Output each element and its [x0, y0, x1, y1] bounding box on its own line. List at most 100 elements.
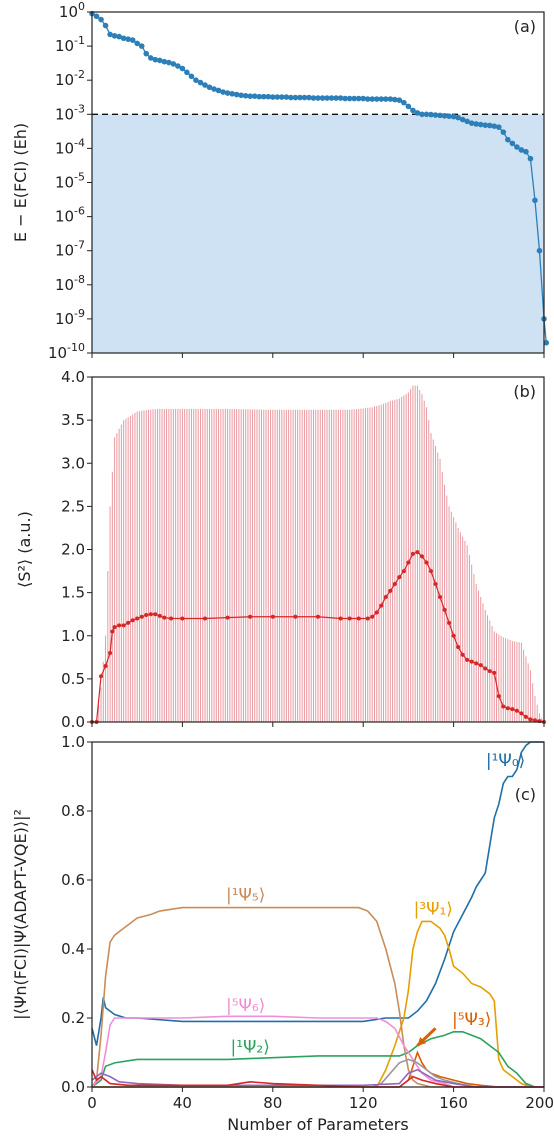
data-point: [374, 610, 379, 615]
data-point: [410, 107, 416, 114]
data-point: [496, 124, 502, 130]
overlap-series-line: [91, 741, 544, 1046]
data-point: [528, 717, 533, 722]
data-point: [148, 612, 153, 617]
overlap-series-line: [91, 1015, 544, 1088]
data-point: [464, 118, 470, 125]
data-point: [93, 13, 100, 20]
data-point: [138, 43, 145, 49]
data-point: [152, 56, 159, 63]
data-point: [129, 37, 136, 43]
data-point: [233, 91, 240, 98]
data-point: [184, 69, 190, 76]
data-point: [203, 616, 207, 621]
data-point: [414, 110, 421, 116]
y-tick-label: 4.0: [61, 368, 85, 386]
data-point: [310, 95, 317, 101]
data-point: [162, 615, 167, 620]
y-tick-label: 10-10: [48, 341, 85, 362]
data-point: [468, 120, 475, 126]
data-point: [238, 92, 244, 99]
data-point: [419, 554, 424, 559]
data-point: [270, 614, 275, 619]
data-point: [373, 96, 380, 102]
data-point: [396, 97, 403, 103]
data-point: [424, 560, 429, 565]
x-tick-label: 0: [87, 1094, 97, 1112]
overlap-series-line: [91, 1069, 544, 1088]
data-point: [288, 94, 294, 101]
data-point: [274, 94, 281, 100]
data-point: [338, 616, 343, 621]
data-point: [438, 594, 443, 599]
data-point: [405, 103, 412, 110]
panel-c-frame: [91, 741, 545, 1088]
data-point: [460, 652, 465, 657]
data-point: [206, 84, 213, 91]
y-tick-label: 0.2: [61, 1009, 85, 1027]
data-point: [126, 620, 131, 625]
data-point: [211, 86, 217, 92]
data-point: [292, 94, 299, 101]
overlap-series-line: [91, 1031, 544, 1088]
y-tick-label: 2.0: [61, 541, 85, 559]
data-point: [401, 99, 407, 106]
data-point: [433, 582, 438, 586]
data-point: [477, 121, 484, 128]
data-point: [496, 694, 501, 699]
y-tick-label: 10-2: [55, 68, 85, 89]
panel-a: 100 10-1 10-2 10-3 10-4 10-5 10-6 10-7 10-8 10-9 1…: [11, 0, 550, 362]
data-point: [283, 94, 290, 100]
data-point: [188, 73, 195, 80]
data-point: [388, 588, 393, 593]
data-point: [519, 711, 524, 716]
y-tick-label: 0.0: [61, 713, 85, 731]
y-axis-title: ⟨S²⟩ (a.u.): [15, 511, 34, 588]
data-point: [319, 95, 326, 101]
data-point: [265, 93, 272, 100]
panel-label: (a): [514, 17, 536, 36]
y-tick-label: 2.5: [61, 497, 85, 515]
data-point: [143, 50, 150, 57]
data-point: [441, 113, 448, 119]
data-point: [369, 96, 376, 102]
x-tick-label: 160: [439, 1094, 468, 1112]
data-point: [144, 613, 149, 618]
data-point: [98, 16, 104, 23]
data-point: [523, 148, 529, 155]
data-point: [370, 614, 375, 619]
data-point: [379, 603, 384, 608]
y-tick-label: 1.0: [61, 733, 85, 751]
data-point: [410, 551, 415, 556]
y-tick-label: 0.0: [61, 1078, 85, 1096]
data-point: [121, 623, 126, 628]
annotation-arrow-head: [417, 1037, 427, 1046]
data-point: [139, 614, 144, 619]
y-tick-label: 10-7: [55, 239, 85, 260]
data-point: [514, 708, 519, 713]
data-point: [518, 147, 525, 153]
data-point: [125, 36, 131, 42]
y-tick-label: 10-6: [55, 205, 85, 226]
data-point: [120, 35, 127, 42]
state-label: |⁵Ψ₃⟩: [452, 1010, 491, 1030]
data-point: [451, 633, 456, 638]
data-point: [324, 95, 330, 101]
data-point: [297, 94, 303, 101]
data-point: [179, 65, 186, 72]
threshold-shaded-region: [92, 114, 544, 353]
x-tick-label: 120: [349, 1094, 378, 1112]
data-point: [306, 94, 312, 101]
data-point: [260, 93, 267, 100]
data-point: [224, 90, 231, 96]
data-point: [450, 113, 457, 120]
data-point: [316, 614, 320, 619]
data-point: [169, 616, 174, 621]
data-point: [406, 560, 411, 565]
overlap-series-line: [92, 920, 544, 1088]
data-point: [251, 93, 258, 99]
data-point: [483, 666, 488, 671]
data-point: [328, 95, 335, 101]
data-point: [197, 79, 204, 86]
